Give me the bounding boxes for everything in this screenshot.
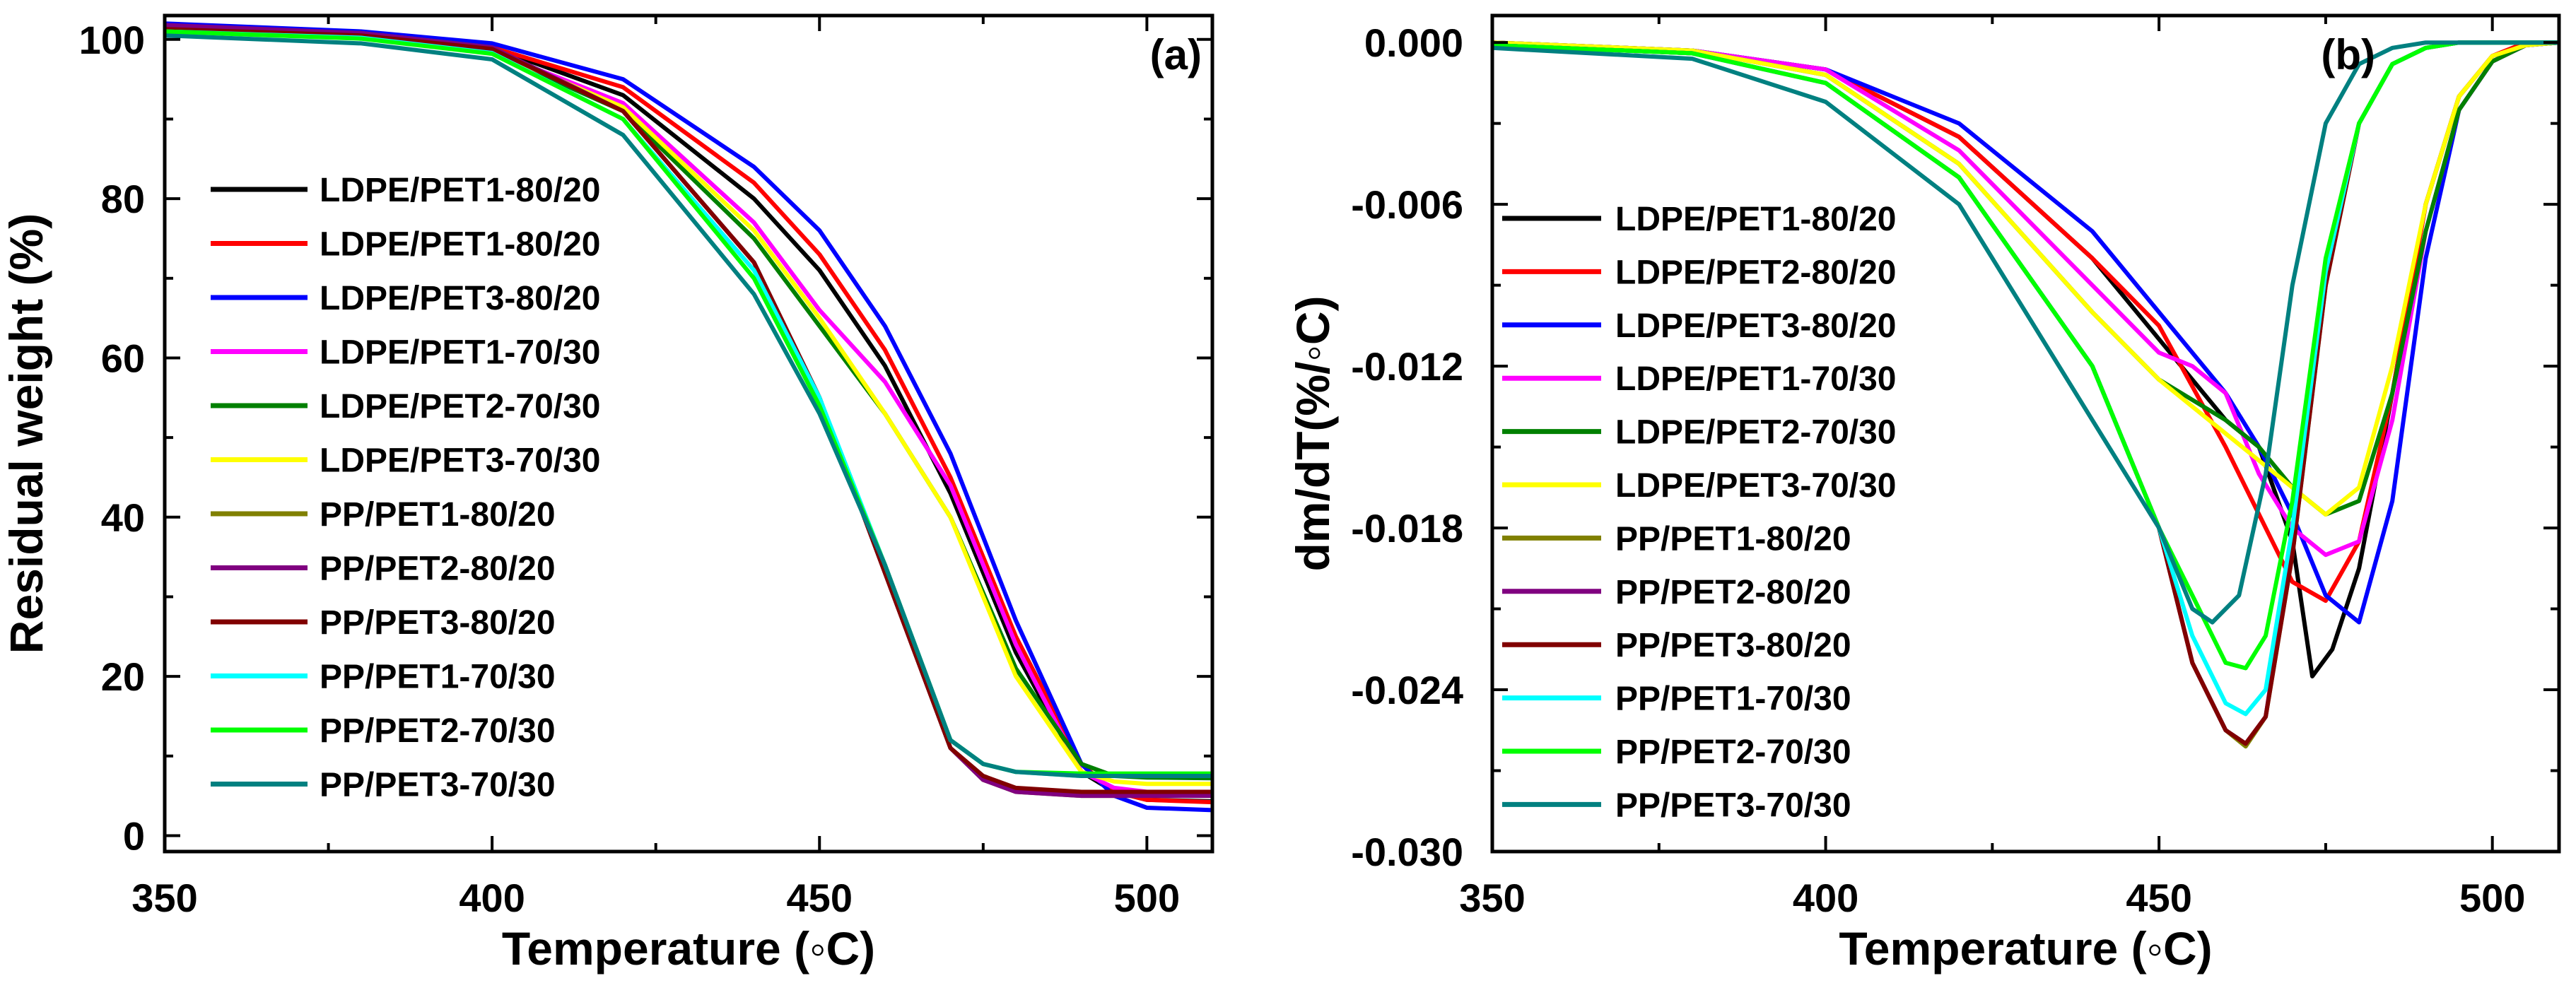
y-axis-title: Residual weight (%) [0,213,52,654]
y-tick-label: -0.030 [1351,830,1463,874]
legend-label-4: LDPE/PET1-70/30 [320,334,601,372]
legend-label-12: PP/PET3-70/30 [320,767,556,804]
x-tick-label: 500 [2459,876,2525,920]
series-line-12 [165,33,1212,778]
x-tick-label: 350 [1459,876,1525,920]
legend-label-3: LDPE/PET3-80/20 [1615,307,1897,345]
legend-label-5: LDPE/PET2-70/30 [1615,414,1897,452]
y-tick-label: 40 [101,495,145,540]
panel-label: (b) [2321,31,2375,78]
legend-label-10: PP/PET1-70/30 [1615,681,1851,718]
legend: LDPE/PET1-80/20 LDPE/PET1-80/20 LDPE/PET3-… [211,172,601,804]
plot-area [165,21,1212,813]
y-tick-label: -0.006 [1351,182,1463,227]
legend: LDPE/PET1-80/20 LDPE/PET2-80/20 LDPE/PET3-… [1502,201,1897,824]
legend-label-8: PP/PET2-80/20 [1615,574,1851,611]
x-tick-label: 400 [1793,876,1858,920]
legend-label-11: PP/PET2-70/30 [320,712,556,750]
legend-label-4: LDPE/PET1-70/30 [1615,360,1897,398]
plot-frame [1490,13,2561,854]
legend-label-8: PP/PET2-80/20 [320,551,556,588]
legend-label-3: LDPE/PET3-80/20 [320,280,601,317]
y-axis-title: dm/dT(%/◦C) [1287,295,1339,571]
y-tick-label: -0.012 [1351,344,1463,389]
y-tick-label: 80 [101,177,145,221]
x-axis-title: Temperature (◦C) [1839,922,2212,975]
legend-label-6: LDPE/PET3-70/30 [1615,467,1897,505]
series-line-12 [1492,40,2559,625]
y-tick-label: -0.018 [1351,506,1463,551]
legend-label-7: PP/PET1-80/20 [320,496,556,534]
legend-label-9: PP/PET3-80/20 [320,604,556,642]
panel-a: 350 400 450 500 0 20 40 60 80 100 Temperature (◦C)… [0,13,1214,975]
legend-label-1: LDPE/PET1-80/20 [1615,201,1897,238]
legend-label-7: PP/PET1-80/20 [1615,520,1851,558]
x-tick-label: 500 [1114,876,1180,920]
panel-b: 350 400 450 500 -0.030 -0.024 -0.018 -0.012 -0.0… [1287,13,2561,975]
legend-label-2: LDPE/PET2-80/20 [1615,254,1897,291]
plot-frame [163,13,1214,854]
x-axis-title: Temperature (◦C) [502,922,875,975]
plot-area [1492,40,2559,749]
x-tick-label: 400 [459,876,525,920]
y-tick-label: -0.024 [1351,668,1463,712]
legend-label-2: LDPE/PET1-80/20 [320,226,601,264]
legend-label-9: PP/PET3-80/20 [1615,627,1851,664]
x-tick-label: 450 [2126,876,2191,920]
legend-label-10: PP/PET1-70/30 [320,659,556,696]
panel-label: (a) [1150,31,1202,78]
y-tick-label: 20 [101,654,145,699]
x-tick-label: 450 [787,876,853,920]
y-tick-label: 0 [123,813,145,858]
legend-label-12: PP/PET3-70/30 [1615,787,1851,824]
x-tick-label: 350 [131,876,197,920]
y-tick-label: 60 [101,336,145,380]
legend-label-5: LDPE/PET2-70/30 [320,388,601,425]
legend-label-11: PP/PET2-70/30 [1615,734,1851,771]
y-tick-label: 100 [79,18,145,62]
y-tick-label: 0.000 [1364,20,1463,65]
legend-label-6: LDPE/PET3-70/30 [320,442,601,480]
legend-label-1: LDPE/PET1-80/20 [320,172,601,209]
series-line-9 [165,27,1212,794]
